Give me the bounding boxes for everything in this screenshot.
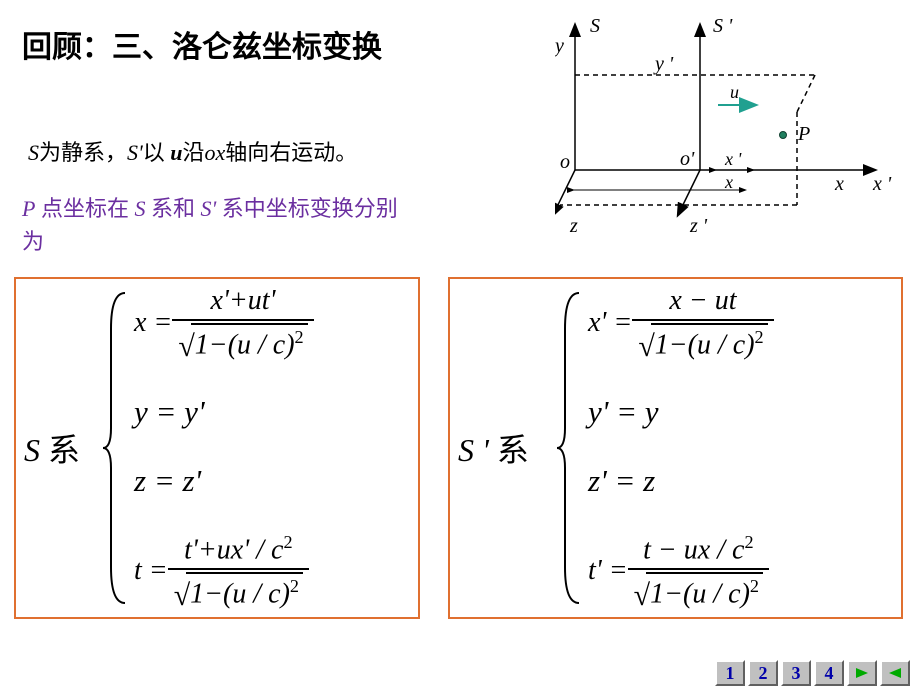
desc-t1: 点坐标在: [35, 196, 134, 221]
subtitle-t2: 以: [143, 140, 171, 165]
s-label-it: S: [24, 432, 40, 468]
sp-label-cn: 系: [497, 432, 529, 468]
left-brace: [101, 289, 131, 607]
nav-2-button[interactable]: 2: [748, 660, 778, 686]
lbl-xax: x: [834, 173, 844, 195]
lbl-P: P: [797, 123, 810, 145]
lbl-u: u: [730, 82, 739, 102]
eq-tp-num: t − ux / c: [643, 534, 744, 565]
lbl-z: z: [569, 215, 578, 237]
lbl-Sp: S ': [713, 15, 733, 37]
nav-next-button[interactable]: [847, 660, 877, 686]
eq-y: y = y': [134, 394, 410, 430]
subtitle-t3: 沿: [183, 140, 205, 165]
nav-1-button[interactable]: 1: [715, 660, 745, 686]
eq-tp-exp: 2: [750, 576, 759, 596]
eq-xp-lhs: x' =: [588, 307, 632, 339]
nav-3-button[interactable]: 3: [781, 660, 811, 686]
lbl-zp: z ': [689, 215, 708, 237]
sp-label-it: S ': [458, 432, 497, 468]
eq-t-lhs: t =: [134, 555, 168, 587]
eq-xp-rad: 1−(u / c): [655, 330, 755, 361]
s-label-cn: 系: [40, 432, 80, 468]
eq-tp-rad: 1−(u / c): [650, 579, 750, 610]
s-system-box: S 系 x = x'+ut' √1−(u / c)2 y = y' z = z'…: [14, 277, 420, 619]
lbl-y: y: [555, 35, 564, 57]
subtitle-u: u: [170, 140, 182, 165]
eq-x-exp: 2: [295, 327, 304, 347]
subtitle-ox: ox: [205, 140, 226, 165]
description-text: P 点坐标在 S 系和 S' 系中坐标变换分别为: [22, 192, 402, 258]
lbl-xs: x: [724, 172, 733, 192]
lbl-S: S: [590, 15, 600, 37]
eq-t-exp: 2: [290, 576, 299, 596]
back-icon: [887, 666, 903, 680]
desc-t2: 系和: [145, 196, 200, 221]
eq-t-numexp: 2: [283, 532, 292, 552]
eq-xp: x' = x − ut √1−(u / c)2: [588, 285, 893, 362]
forward-icon: [854, 666, 870, 680]
eq-xp-exp: 2: [755, 327, 764, 347]
eq-yp: y' = y: [588, 394, 893, 430]
sp-system-box: S ' 系 x' = x − ut √1−(u / c)2 y' = y z' …: [448, 277, 903, 619]
lbl-xps: x ': [724, 149, 742, 169]
eq-xp-num: x − ut: [663, 285, 742, 317]
eq-tp-numexp: 2: [744, 532, 753, 552]
nav-prev-button[interactable]: [880, 660, 910, 686]
subtitle-t1: 为静系，: [39, 140, 127, 165]
desc-S: S: [134, 196, 145, 221]
nav-4-button[interactable]: 4: [814, 660, 844, 686]
eq-x: x = x'+ut' √1−(u / c)2: [134, 285, 410, 362]
subtitle-t4: 轴向右运动。: [225, 140, 357, 165]
lbl-o: o: [560, 151, 570, 173]
lbl-xpax: x ': [872, 173, 892, 195]
s-system-label: S 系: [24, 425, 80, 471]
eq-x-rad: 1−(u / c): [195, 330, 295, 361]
eq-t-rad: 1−(u / c): [190, 579, 290, 610]
desc-P: P: [22, 196, 35, 221]
lbl-yp: y ': [653, 53, 674, 75]
desc-Sp: S': [200, 196, 216, 221]
page-title: 回顾：三、洛仑兹坐标变换: [22, 22, 382, 66]
eq-x-lhs: x =: [134, 307, 172, 339]
coordinate-diagram: S S ' y y ' u P o o' x ' x x x ' z z ': [555, 10, 905, 240]
eq-t-num: t'+ux' / c: [184, 534, 283, 565]
eq-zp: z' = z: [588, 463, 893, 499]
nav-bar: 1 2 3 4: [715, 660, 910, 686]
subtitle-S: S: [28, 140, 39, 165]
subtitle-Sp: S': [127, 140, 143, 165]
eq-t: t = t'+ux' / c2 √1−(u / c)2: [134, 532, 410, 611]
right-brace: [555, 289, 585, 607]
subtitle: S为静系，S'以 u沿ox轴向右运动。: [28, 135, 357, 167]
eq-tp-lhs: t' =: [588, 555, 628, 587]
eq-tp: t' = t − ux / c2 √1−(u / c)2: [588, 532, 893, 611]
eq-z: z = z': [134, 463, 410, 499]
sp-system-label: S ' 系: [458, 425, 529, 471]
eq-x-num: x'+ut': [204, 285, 281, 317]
lbl-op: o': [680, 148, 695, 170]
